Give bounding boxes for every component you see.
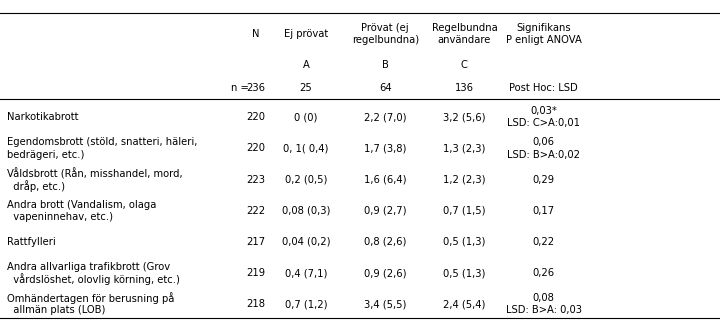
Text: 0,9 (2,7): 0,9 (2,7) bbox=[364, 206, 407, 216]
Text: 0,8 (2,6): 0,8 (2,6) bbox=[364, 237, 406, 247]
Text: 136: 136 bbox=[455, 83, 474, 93]
Text: Ej prövat: Ej prövat bbox=[284, 29, 328, 39]
Text: 2,4 (5,4): 2,4 (5,4) bbox=[444, 299, 485, 309]
Text: 1,6 (6,4): 1,6 (6,4) bbox=[364, 175, 407, 185]
Text: 223: 223 bbox=[246, 175, 265, 185]
Text: 3,4 (5,5): 3,4 (5,5) bbox=[364, 299, 406, 309]
Text: 1,3 (2,3): 1,3 (2,3) bbox=[444, 143, 485, 153]
Text: 0,9 (2,6): 0,9 (2,6) bbox=[364, 268, 407, 278]
Text: 0,4 (7,1): 0,4 (7,1) bbox=[285, 268, 327, 278]
Text: 219: 219 bbox=[246, 268, 265, 278]
Text: 3,2 (5,6): 3,2 (5,6) bbox=[443, 112, 486, 122]
Text: 217: 217 bbox=[246, 237, 265, 247]
Text: 0,22: 0,22 bbox=[533, 237, 554, 247]
Text: 0,06: 0,06 bbox=[533, 137, 554, 147]
Text: 0,03*: 0,03* bbox=[530, 106, 557, 116]
Text: Våldsbrott (Rån, misshandel, mord,: Våldsbrott (Rån, misshandel, mord, bbox=[7, 168, 183, 179]
Text: 0,08 (0,3): 0,08 (0,3) bbox=[282, 206, 330, 216]
Text: 0, 1( 0,4): 0, 1( 0,4) bbox=[283, 143, 329, 153]
Text: n =: n = bbox=[230, 83, 248, 93]
Text: LSD: B>A:0,02: LSD: B>A:0,02 bbox=[507, 150, 580, 160]
Text: 25: 25 bbox=[300, 83, 312, 93]
Text: Regelbundna
användare: Regelbundna användare bbox=[431, 23, 498, 45]
Text: Andra brott (Vandalism, olaga: Andra brott (Vandalism, olaga bbox=[7, 200, 156, 210]
Text: Omhändertagen för berusning på: Omhändertagen för berusning på bbox=[7, 292, 174, 304]
Text: LSD: B>A: 0,03: LSD: B>A: 0,03 bbox=[505, 305, 582, 315]
Text: 218: 218 bbox=[246, 299, 265, 309]
Text: 1,2 (2,3): 1,2 (2,3) bbox=[443, 175, 486, 185]
Text: 0,2 (0,5): 0,2 (0,5) bbox=[285, 175, 327, 185]
Text: 0,5 (1,3): 0,5 (1,3) bbox=[444, 237, 485, 247]
Text: 220: 220 bbox=[246, 143, 265, 153]
Text: LSD: C>A:0,01: LSD: C>A:0,01 bbox=[507, 119, 580, 129]
Text: Prövat (ej
regelbundna): Prövat (ej regelbundna) bbox=[351, 23, 419, 45]
Text: 0,26: 0,26 bbox=[533, 268, 554, 278]
Text: dråp, etc.): dråp, etc.) bbox=[7, 180, 66, 192]
Text: 0,7 (1,2): 0,7 (1,2) bbox=[284, 299, 328, 309]
Text: A: A bbox=[302, 60, 310, 69]
Text: 222: 222 bbox=[246, 206, 265, 216]
Text: bedrägeri, etc.): bedrägeri, etc.) bbox=[7, 150, 84, 160]
Text: Signifikans
P enligt ANOVA: Signifikans P enligt ANOVA bbox=[505, 23, 582, 45]
Text: 0,5 (1,3): 0,5 (1,3) bbox=[444, 268, 485, 278]
Text: C: C bbox=[461, 60, 468, 69]
Text: Post Hoc: LSD: Post Hoc: LSD bbox=[509, 83, 578, 93]
Text: Egendomsbrott (stöld, snatteri, häleri,: Egendomsbrott (stöld, snatteri, häleri, bbox=[7, 137, 197, 147]
Text: 220: 220 bbox=[246, 112, 265, 122]
Text: Andra allvarliga trafikbrott (Grov: Andra allvarliga trafikbrott (Grov bbox=[7, 262, 171, 272]
Text: 1,7 (3,8): 1,7 (3,8) bbox=[364, 143, 406, 153]
Text: 236: 236 bbox=[246, 83, 265, 93]
Text: 0,17: 0,17 bbox=[533, 206, 554, 216]
Text: N: N bbox=[252, 29, 259, 39]
Text: 0,29: 0,29 bbox=[533, 175, 554, 185]
Text: 0,08: 0,08 bbox=[533, 293, 554, 303]
Text: 0 (0): 0 (0) bbox=[294, 112, 318, 122]
Text: 2,2 (7,0): 2,2 (7,0) bbox=[364, 112, 407, 122]
Text: allmän plats (LOB): allmän plats (LOB) bbox=[7, 305, 106, 315]
Text: B: B bbox=[382, 60, 389, 69]
Text: 0,7 (1,5): 0,7 (1,5) bbox=[443, 206, 486, 216]
Text: Narkotikabrott: Narkotikabrott bbox=[7, 112, 78, 122]
Text: 64: 64 bbox=[379, 83, 392, 93]
Text: Rattfylleri: Rattfylleri bbox=[7, 237, 56, 247]
Text: 0,04 (0,2): 0,04 (0,2) bbox=[282, 237, 330, 247]
Text: vapeninnehav, etc.): vapeninnehav, etc.) bbox=[7, 212, 113, 222]
Text: vårdslöshet, olovlig körning, etc.): vårdslöshet, olovlig körning, etc.) bbox=[7, 273, 180, 285]
